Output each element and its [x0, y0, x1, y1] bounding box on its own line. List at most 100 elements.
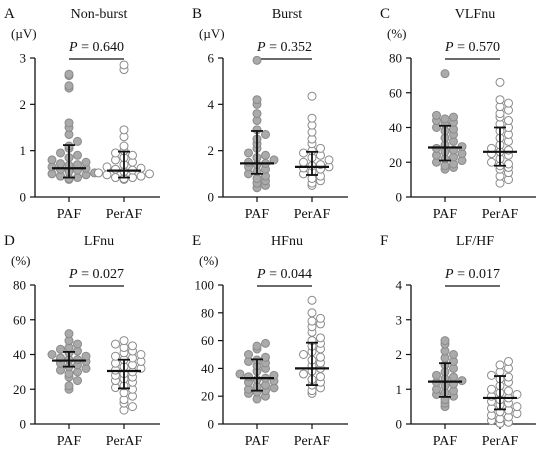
y-tick-label: 1 [20, 143, 27, 158]
data-point-peraf [307, 308, 317, 318]
data-point-paf [73, 136, 82, 146]
x-category-label: PAF [57, 434, 82, 449]
x-category-label: PerAF [106, 207, 143, 222]
data-point-paf [244, 372, 253, 382]
y-axis-unit: (µV) [199, 26, 225, 41]
y-tick-label: 20 [389, 155, 402, 170]
y-tick-label: 2 [396, 347, 403, 362]
data-point-peraf [316, 143, 325, 153]
p-value-text: = 0.044 [266, 267, 312, 282]
p-value-label: P = 0.640 [68, 40, 124, 55]
data-point-peraf [299, 157, 308, 167]
y-tick-label: 60 [13, 312, 26, 327]
y-axis-unit: (%) [11, 253, 31, 268]
panel-title: HFnu [271, 234, 303, 249]
data-point-paf [81, 157, 91, 167]
data-point-peraf [111, 351, 120, 361]
data-point-paf [449, 112, 458, 122]
data-point-peraf [136, 171, 146, 181]
y-tick-label: 60 [201, 333, 214, 348]
p-symbol: P [256, 40, 266, 55]
y-tick-label: 2 [208, 143, 215, 158]
data-point-peraf [128, 341, 137, 351]
data-point-paf [261, 338, 270, 348]
p-value-text: = 0.017 [454, 267, 500, 282]
data-point-paf [235, 369, 245, 379]
panel-f: F LF/HF 0 1 2 3 4 PAF PerAF P = 0.017 [380, 233, 536, 449]
y-tick-label: 40 [201, 361, 214, 376]
y-tick-label: 0 [208, 417, 215, 432]
data-point-peraf [119, 141, 129, 151]
data-point-paf [261, 129, 270, 139]
data-point-paf [440, 114, 450, 124]
y-tick-label: 0 [396, 190, 403, 205]
panel-letter: E [192, 233, 201, 249]
data-point-peraf [111, 339, 120, 349]
panel-a: A Non-burst (µV) 0 1 2 3 PAF PerAF P = 0.640 [4, 6, 160, 222]
x-category-label: PerAF [482, 434, 519, 449]
data-point-paf [449, 372, 458, 382]
panel-title: LFnu [84, 234, 114, 249]
p-value-text: = 0.570 [454, 40, 500, 55]
x-category-label: PAF [433, 434, 458, 449]
y-axis-unit: (µV) [11, 26, 37, 41]
p-symbol: P [256, 267, 266, 282]
p-value-label: P = 0.017 [444, 267, 500, 282]
data-point-paf [64, 118, 74, 128]
x-category-label: PAF [245, 207, 270, 222]
data-point-peraf [136, 350, 146, 359]
data-point-paf [244, 148, 253, 158]
panel-title: LF/HF [456, 234, 494, 249]
data-point-paf [56, 159, 65, 169]
data-point-paf [73, 150, 82, 160]
data-point-peraf [119, 125, 129, 135]
y-tick-label: 0 [396, 417, 403, 432]
data-point-peraf [504, 116, 513, 126]
y-tick-label: 2 [20, 97, 27, 112]
data-point-peraf [487, 384, 496, 394]
y-axis-unit: (%) [387, 26, 407, 41]
p-value-text: = 0.640 [78, 40, 124, 55]
panel-title: VLFnu [455, 7, 495, 22]
data-point-peraf [316, 352, 325, 362]
y-tick-label: 4 [208, 97, 215, 112]
data-point-paf [64, 381, 74, 391]
data-point-paf [244, 350, 253, 359]
y-tick-label: 3 [20, 51, 27, 66]
data-point-peraf [504, 159, 513, 169]
data-point-peraf [299, 148, 308, 158]
y-tick-label: 80 [13, 278, 26, 293]
panel-letter: A [4, 6, 15, 22]
data-point-paf [261, 352, 270, 362]
panel-c: C VLFnu (%) 0 20 40 60 80 PAF PerAF P = 0.570 [380, 6, 536, 222]
data-point-paf [244, 157, 253, 167]
p-symbol: P [444, 40, 454, 55]
data-point-peraf [504, 356, 513, 366]
p-value-label: P = 0.027 [68, 267, 124, 282]
p-symbol: P [68, 40, 78, 55]
x-category-label: PAF [433, 207, 458, 222]
data-point-peraf [495, 360, 505, 370]
data-point-paf [56, 344, 65, 354]
data-point-paf [440, 336, 450, 346]
data-point-peraf [128, 150, 137, 160]
x-category-label: PerAF [482, 207, 519, 222]
data-point-paf [73, 339, 82, 349]
y-tick-label: 40 [13, 347, 26, 362]
panel-title: Non-burst [71, 7, 128, 22]
p-value-label: P = 0.352 [256, 40, 312, 55]
data-point-peraf [512, 402, 522, 412]
p-value-text: = 0.352 [266, 40, 312, 55]
y-tick-label: 80 [389, 51, 402, 66]
p-value-text: = 0.027 [78, 267, 124, 282]
data-point-peraf [299, 350, 308, 359]
data-point-peraf [307, 113, 317, 123]
data-point-paf [432, 110, 441, 120]
data-point-paf [64, 81, 74, 91]
x-category-label: PerAF [294, 434, 331, 449]
panel-e: E HFnu (%) 0 20 40 60 80 100 PAF PerAF P = 0.044 [192, 233, 348, 449]
p-symbol: P [444, 267, 454, 282]
y-tick-label: 40 [389, 120, 402, 135]
panel-letter: C [380, 6, 390, 22]
